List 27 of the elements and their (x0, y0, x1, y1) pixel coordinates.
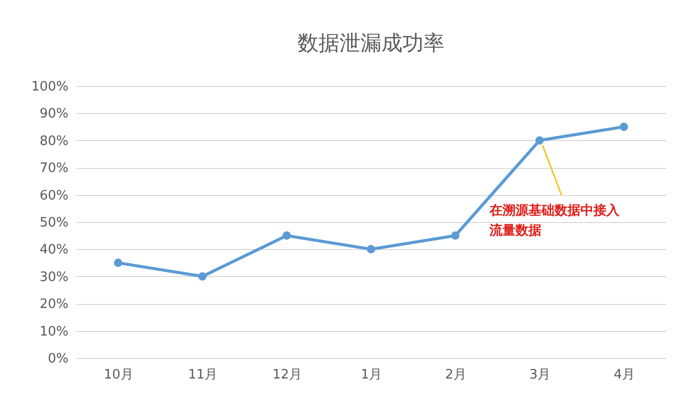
chart-title: 数据泄漏成功率 (298, 31, 444, 55)
annotation: 在溯源基础数据中接入流量数据 (488, 202, 621, 238)
x-tick-label: 4月 (614, 368, 635, 382)
y-tick-label: 40% (40, 242, 68, 258)
y-tick-label: 0% (48, 352, 68, 366)
y-tick-label: 10% (40, 324, 68, 340)
point (114, 258, 122, 267)
y-tick-label: 30% (40, 270, 68, 285)
point (535, 136, 544, 145)
x-tick-label: 11月 (188, 368, 218, 382)
point (451, 231, 460, 240)
x-tick-label: 3月 (529, 368, 551, 382)
y-tick-label: 20% (40, 297, 68, 312)
y-tick-label: 50% (40, 216, 68, 230)
x-tick-label: 2月 (445, 368, 466, 382)
x-tick-label: 12月 (272, 368, 302, 382)
y-tick-label: 70% (40, 161, 68, 176)
y-tick-label: 100% (31, 80, 68, 94)
point (282, 231, 291, 240)
y-tick-label: 90% (40, 106, 68, 122)
point (366, 245, 376, 254)
x-tick-label: 1月 (360, 368, 382, 382)
point (620, 122, 628, 131)
x-tick-label: 10月 (104, 368, 134, 382)
point (198, 272, 207, 281)
y-tick-label: 80% (40, 134, 68, 149)
y-tick-label: 60% (40, 188, 68, 204)
